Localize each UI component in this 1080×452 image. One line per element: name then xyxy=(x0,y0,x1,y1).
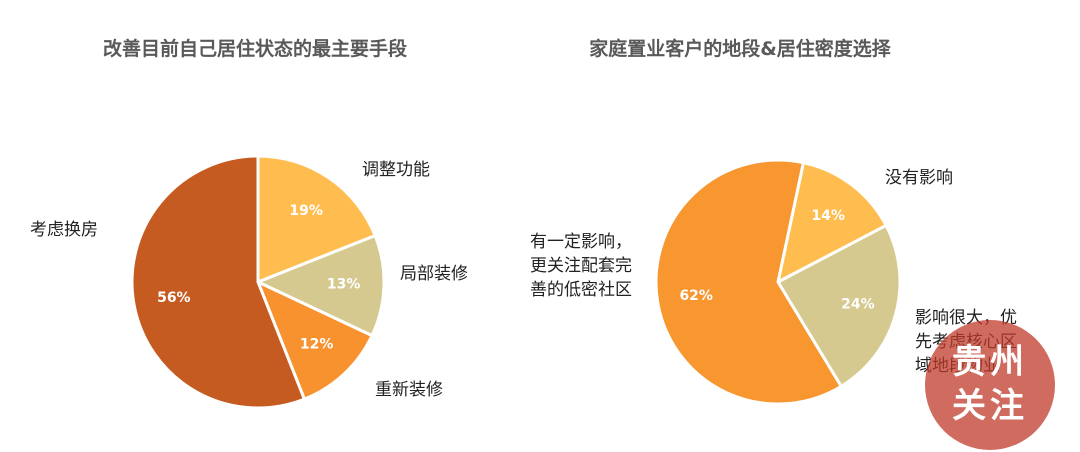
watermark: 贵州 关注 xyxy=(925,320,1055,450)
value-label: 12% xyxy=(300,336,334,352)
category-label: 有一定影响， 更关注配套完 善的低密社区 xyxy=(530,232,632,300)
category-label: 调整功能 xyxy=(362,160,430,180)
pie-slice xyxy=(130,154,307,410)
value-label: 13% xyxy=(327,277,361,293)
value-label: 62% xyxy=(679,288,713,304)
pie-slice xyxy=(654,158,844,406)
category-label: 重新装修 xyxy=(375,380,443,400)
category-label: 局部装修 xyxy=(400,264,468,284)
pie-slice xyxy=(775,160,889,285)
chart-title: 家庭置业客户的地段&居住密度选择 xyxy=(589,38,891,60)
category-label: 考虑换房 xyxy=(30,220,98,240)
chart-title: 改善目前自己居住状态的最主要手段 xyxy=(102,38,408,60)
value-label: 24% xyxy=(841,296,875,312)
pie-slice xyxy=(254,233,386,338)
value-label: 14% xyxy=(811,208,845,224)
value-label: 56% xyxy=(157,290,191,306)
value-label: 19% xyxy=(289,203,323,219)
pie-slice xyxy=(256,154,378,285)
category-label: 没有影响 xyxy=(885,168,953,188)
pie-slice xyxy=(775,223,902,389)
pie-slice xyxy=(255,279,375,402)
